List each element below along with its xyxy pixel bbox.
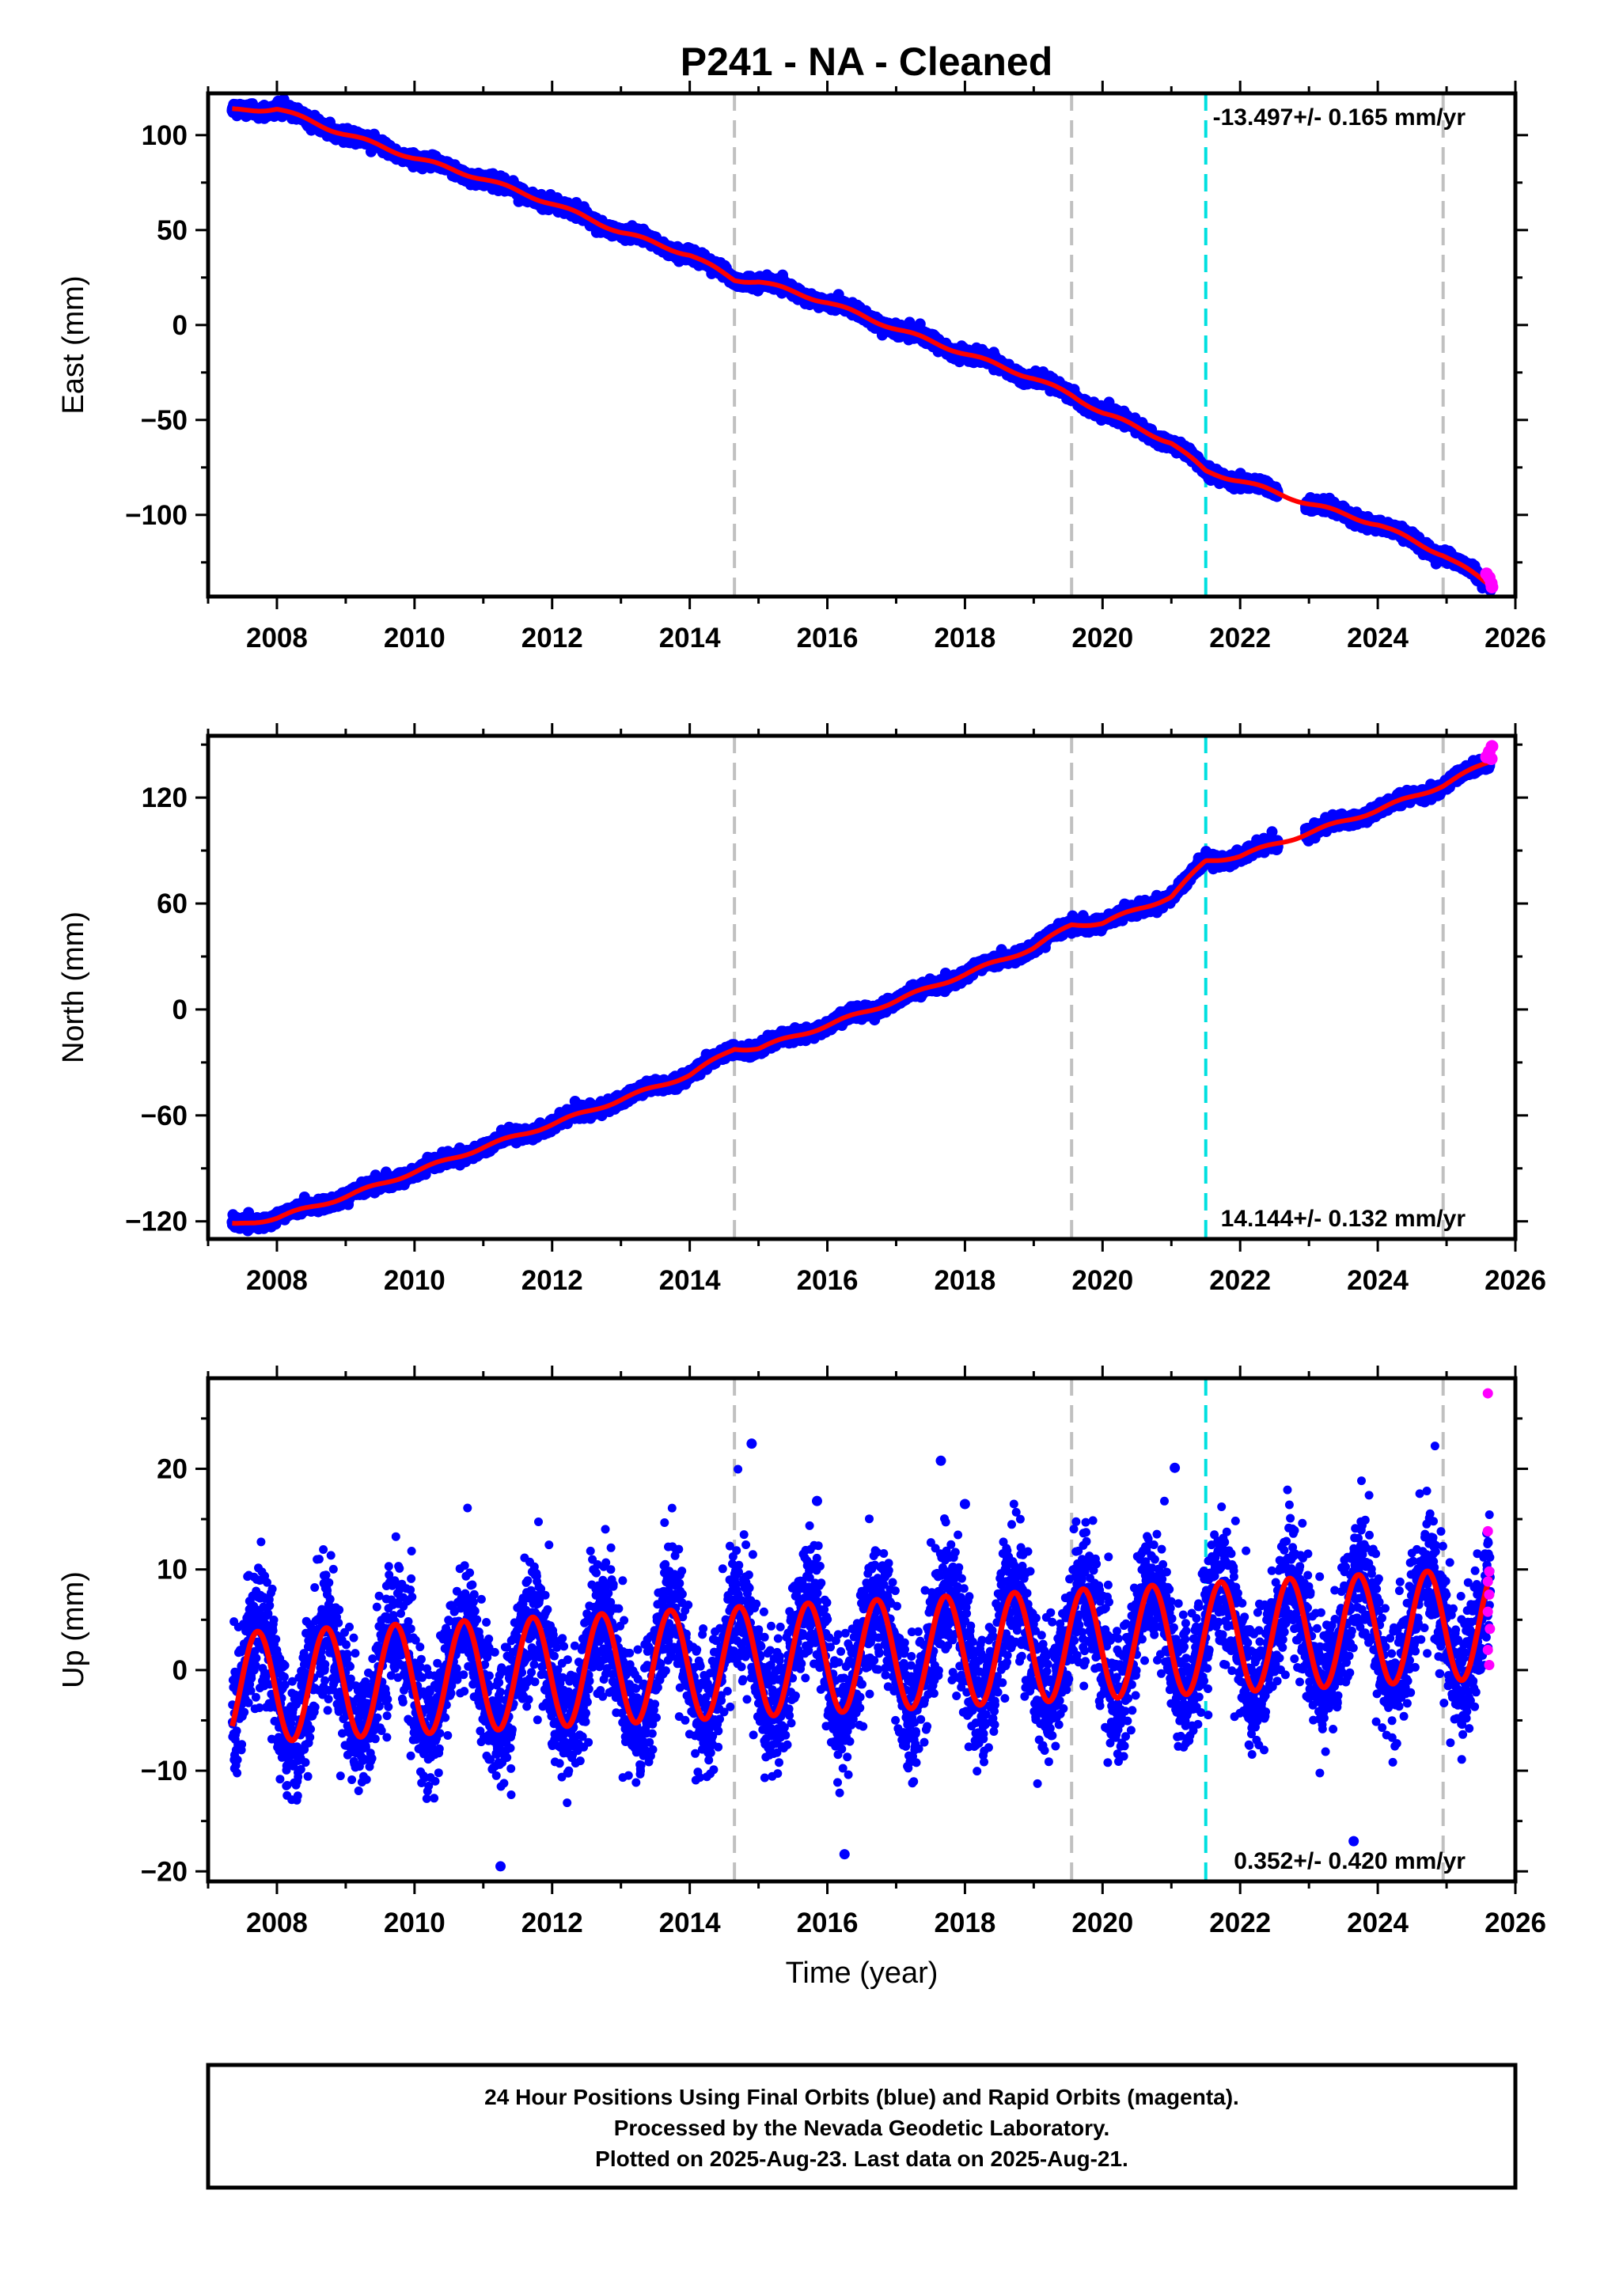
panels: 2008 2010 2012 2014 2016 2018 2020 2022 2024 2026… <box>57 81 1546 1990</box>
figure-title: P241 - NA - Cleaned <box>681 40 1053 84</box>
plot-area-east <box>226 93 1499 597</box>
panel-east: 2008 2010 2012 2014 2016 2018 2020 2022 2024 2026… <box>57 81 1546 654</box>
final-orbit-points-east <box>226 93 1496 597</box>
